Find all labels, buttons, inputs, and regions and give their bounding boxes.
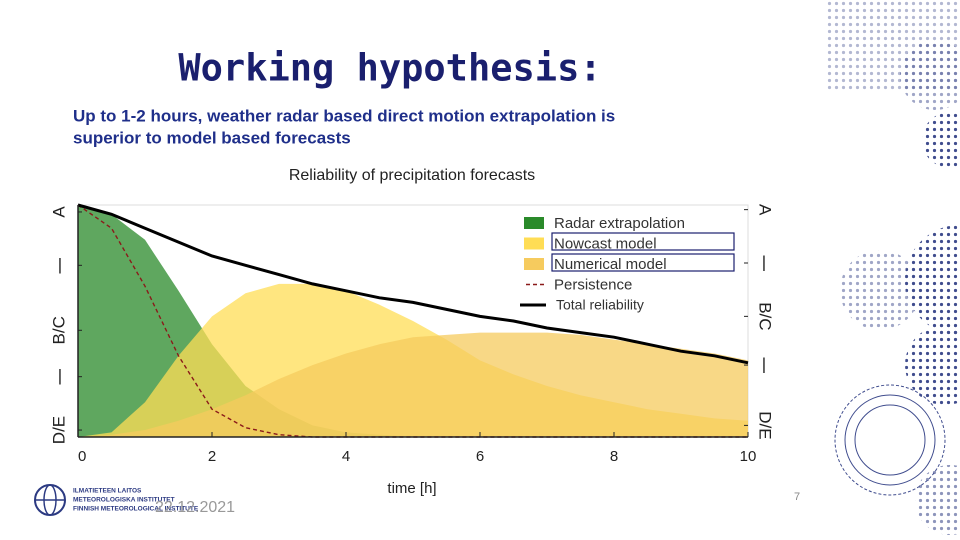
legend-highlight	[551, 253, 735, 272]
y-tick-label: |	[762, 355, 766, 374]
y-tick-label: A	[49, 206, 68, 218]
logo: ILMATIETEEN LAITOS METEOROLOGISKA INSTIT…	[34, 484, 199, 516]
subtitle: Up to 1-2 hours, weather radar based dir…	[73, 106, 615, 125]
logo-text: ILMATIETEEN LAITOS	[73, 488, 142, 495]
plot: 0 2 4 6 8 10 A | B/C | D/E A | B/C | D/E	[49, 203, 775, 465]
y-tick-label: |	[58, 366, 62, 385]
y-tick-label: B/C	[49, 316, 68, 344]
slide-title: Working hypothesis:	[178, 47, 601, 90]
legend-highlight	[551, 232, 735, 251]
y-tick-label: D/E	[49, 416, 68, 444]
y-tick-label: |	[762, 252, 766, 271]
x-tick-label: 4	[342, 448, 350, 465]
page-number: 7	[794, 491, 800, 503]
decoration	[825, 0, 960, 535]
legend-swatch	[524, 258, 544, 270]
y-tick-label: A	[756, 204, 775, 216]
x-tick-label: 6	[476, 448, 484, 465]
line	[77, 204, 748, 438]
line	[77, 203, 749, 365]
y-tick-label: D/E	[756, 411, 775, 439]
legend-label: Radar extrapolation	[554, 215, 685, 232]
x-tick-label: 10	[740, 448, 757, 465]
x-tick-label: 0	[78, 448, 86, 465]
subtitle: superior to model based forecasts	[73, 128, 351, 147]
area	[78, 332, 748, 437]
date: 22.12.2021	[155, 499, 235, 516]
legend-label: Numerical model	[554, 256, 667, 273]
legend: Radar extrapolation Nowcast model Numerica…	[520, 215, 735, 313]
legend-label: Persistence	[554, 276, 632, 293]
x-tick-label: 2	[208, 448, 216, 465]
legend-swatch	[524, 217, 544, 229]
legend-swatch	[524, 237, 544, 250]
x-axis-label: time [h]	[387, 480, 436, 497]
y-tick-label: |	[58, 255, 62, 274]
legend-label: Total reliability	[556, 297, 644, 313]
logo-text: METEOROLOGISKA INSTITUTET	[73, 497, 175, 504]
x-tick-label: 8	[610, 448, 618, 465]
legend-label: Nowcast model	[554, 235, 657, 252]
logo-text: FINNISH METEOROLOGICAL INSTITUTE	[73, 506, 199, 513]
chart-title: Reliability of precipitation forecasts	[289, 167, 535, 184]
y-tick-label: B/C	[756, 302, 775, 330]
